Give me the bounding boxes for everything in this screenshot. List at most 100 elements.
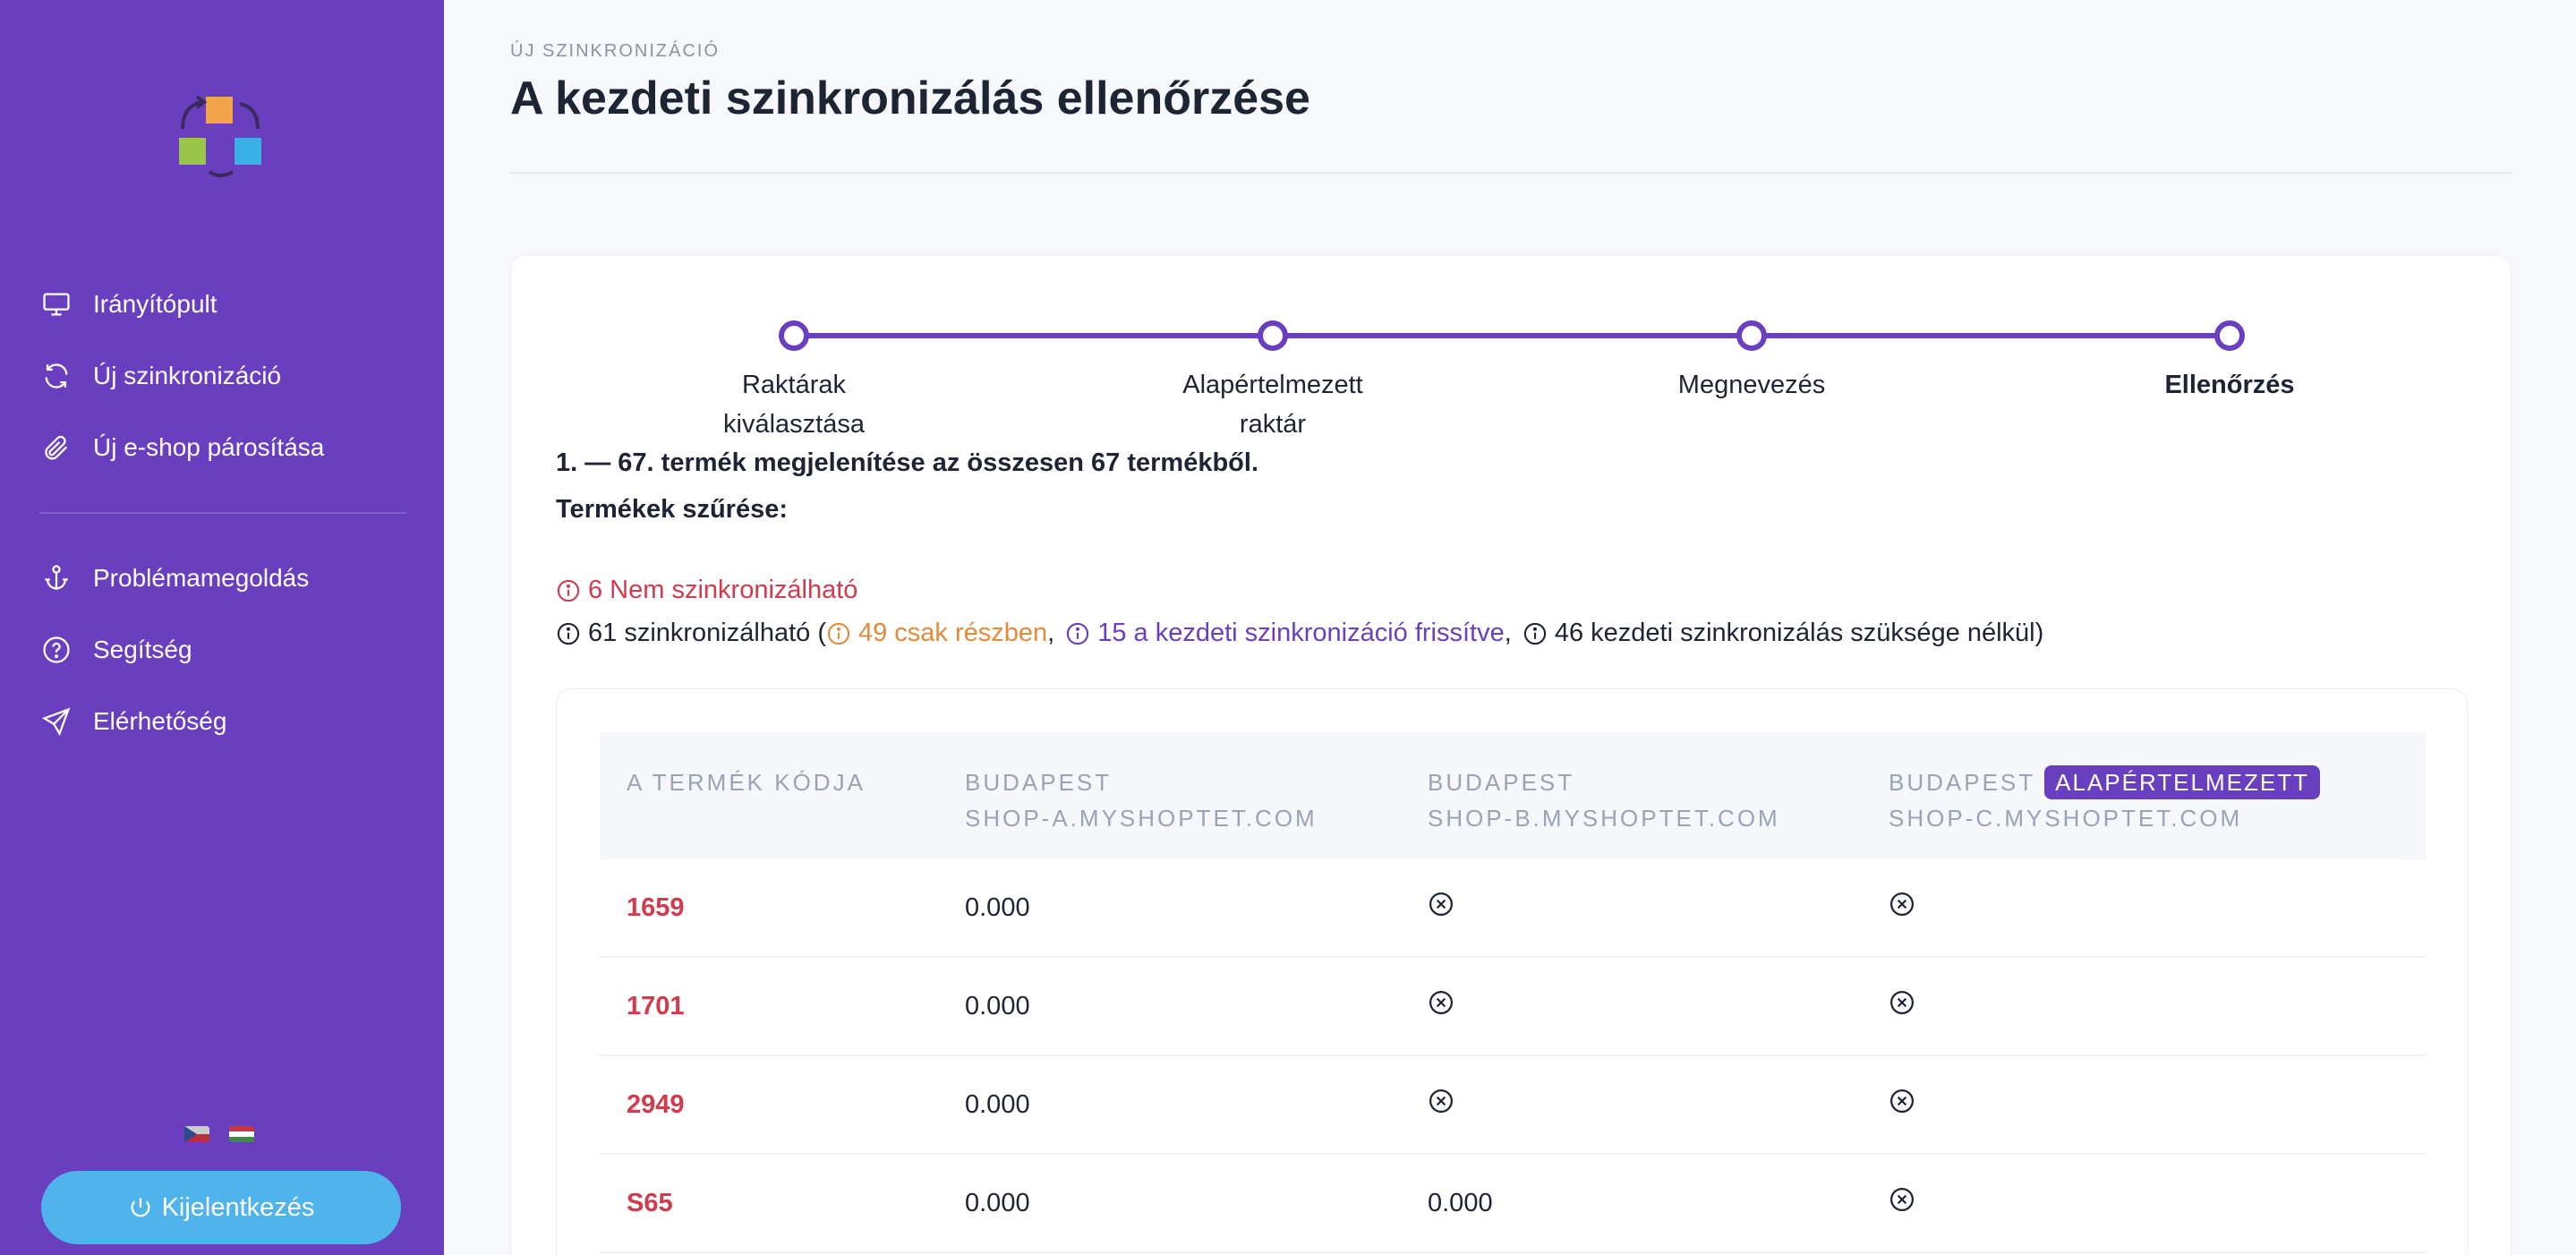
updated-label: 15 a kezdeti szinkronizáció frissítve — [1097, 619, 1505, 647]
filter-not-syncable[interactable]: 6 Nem szinkronizálható — [556, 576, 857, 605]
info-icon — [557, 579, 580, 602]
sidebar-item-label: Irányítópult — [93, 290, 218, 318]
step-label: raktár — [1239, 410, 1307, 439]
power-icon — [131, 1198, 150, 1217]
sidebar-item-troubleshooting[interactable]: Problémamegoldás — [39, 542, 406, 614]
products-table: A TERMÉK KÓDJA BUDAPEST SHOP-A.MYSHOPTET… — [600, 732, 2426, 1253]
sidebar-item-contact[interactable]: Elérhetőség — [39, 686, 406, 757]
step-label: Alapértelmezett — [1182, 371, 1363, 399]
stock-shop-b — [1428, 1088, 1889, 1122]
stepper-line — [794, 333, 2229, 338]
step-naming[interactable]: Megnevezés — [1617, 305, 1886, 405]
flag-hu-icon[interactable] — [229, 1126, 254, 1142]
refresh-icon — [39, 359, 73, 393]
paperclip-icon — [39, 431, 73, 465]
product-code: 1659 — [627, 892, 685, 922]
sidebar-item-new-sync[interactable]: Új szinkronizáció — [39, 340, 406, 412]
step-label: Megnevezés — [1677, 371, 1826, 399]
sidebar-item-pair-eshop[interactable]: Új e-shop párosítása — [39, 412, 406, 483]
header-product-code: A TERMÉK KÓDJA — [600, 732, 965, 859]
sidebar-item-label: Elérhetőség — [93, 707, 227, 735]
sidebar-item-help[interactable]: Segítség — [39, 614, 406, 686]
sidebar-item-label: Problémamegoldás — [93, 564, 310, 592]
stock-shop-a: 0.000 — [965, 1188, 1030, 1217]
results-summary: 1. — 67. termék megjelenítése az összese… — [556, 448, 1258, 477]
x-circle-icon — [1890, 991, 1914, 1014]
filter-partial[interactable]: 49 csak részben — [826, 619, 1047, 648]
sidebar-item-label: Segítség — [93, 636, 192, 663]
x-circle-icon — [1429, 1089, 1453, 1113]
x-circle-icon — [1429, 991, 1453, 1014]
header-shop-a: BUDAPEST SHOP-A.MYSHOPTET.COM — [965, 732, 1428, 859]
x-circle-icon — [1890, 1188, 1914, 1211]
separator: , — [1047, 619, 1055, 647]
help-circle-icon — [39, 633, 73, 667]
sidebar-item-dashboard[interactable]: Irányítópult — [39, 269, 406, 340]
step-dot — [1258, 320, 1288, 351]
app-logo — [175, 93, 265, 183]
header-city: BUDAPEST — [965, 769, 1113, 796]
not-syncable-label: 6 Nem szinkronizálható — [588, 576, 858, 604]
header-city: BUDAPEST — [1889, 769, 2036, 796]
sidebar-item-label: Új e-shop párosítása — [93, 433, 325, 461]
logout-button[interactable]: Kijelentkezés — [41, 1171, 401, 1244]
info-icon — [557, 622, 580, 645]
table-row: S65 0.000 0.000 — [600, 1155, 2426, 1253]
filter-updated[interactable]: 15 a kezdeti szinkronizáció frissítve — [1065, 619, 1505, 648]
stock-shop-c — [1889, 989, 2426, 1023]
default-badge: ALAPÉRTELMEZETT — [2044, 765, 2320, 799]
step-label: kiválasztása — [723, 410, 865, 439]
product-code: S65 — [627, 1188, 673, 1217]
product-code: 1701 — [627, 991, 685, 1020]
product-code: 2949 — [627, 1089, 685, 1119]
header-shop-c: BUDAPEST ALAPÉRTELMEZETT SHOP-C.MYSHOPTE… — [1889, 732, 2426, 859]
stock-shop-a: 0.000 — [965, 892, 1030, 922]
info-icon — [1523, 622, 1546, 645]
page-title: A kezdeti szinkronizálás ellenőrzése — [510, 73, 1310, 124]
info-icon — [827, 622, 850, 645]
step-label: Raktárak — [741, 371, 847, 399]
header-city: BUDAPEST — [1428, 769, 1575, 796]
step-label: Ellenőrzés — [2164, 371, 2295, 399]
table-row: 2949 0.000 — [600, 1056, 2426, 1155]
table-row: 1659 0.000 — [600, 859, 2426, 958]
review-card: Raktárak kiválasztása Alapértelmezett ra… — [510, 254, 2512, 1255]
step-review[interactable]: Ellenőrzés — [2095, 305, 2364, 405]
header-shop: SHOP-A.MYSHOPTET.COM — [965, 805, 1318, 832]
send-icon — [39, 704, 73, 738]
x-circle-icon — [1890, 1089, 1914, 1113]
header-label: A TERMÉK KÓDJA — [627, 769, 866, 796]
stepper: Raktárak kiválasztása Alapértelmezett ra… — [511, 305, 2512, 448]
monitor-icon — [39, 287, 73, 321]
filter-no-need[interactable]: 46 kezdeti szinkronizálás szüksége nélkü… — [1523, 619, 2043, 648]
logout-label: Kijelentkezés — [161, 1192, 315, 1222]
nav-divider — [39, 512, 406, 514]
partial-label: 49 csak részben — [857, 619, 1048, 647]
filter-syncable: 61 szinkronizálható ( 49 csak részben , … — [556, 619, 2043, 648]
main-content: ÚJ SZINKRONIZÁCIÓ A kezdeti szinkronizál… — [444, 0, 2576, 1255]
header-shop-b: BUDAPEST SHOP-B.MYSHOPTET.COM — [1428, 732, 1889, 859]
filter-title: Termékek szűrése: — [556, 495, 789, 524]
stock-shop-c — [1889, 1088, 2426, 1122]
table-row: 1701 0.000 — [600, 958, 2426, 1056]
stock-shop-a: 0.000 — [965, 1089, 1030, 1119]
separator: , — [1504, 619, 1512, 647]
syncable-label: 61 szinkronizálható ( — [588, 619, 826, 647]
step-default-warehouse[interactable]: Alapértelmezett raktár — [1139, 305, 1407, 444]
flag-cz-icon[interactable] — [184, 1126, 209, 1142]
sidebar-item-label: Új szinkronizáció — [93, 362, 282, 389]
anchor-icon — [39, 561, 73, 595]
step-dot — [779, 320, 809, 351]
x-circle-icon — [1890, 892, 1914, 916]
no-need-label: 46 kezdeti szinkronizálás szüksége nélkü… — [1554, 619, 2044, 647]
table-header: A TERMÉK KÓDJA BUDAPEST SHOP-A.MYSHOPTET… — [600, 732, 2426, 859]
stock-shop-c — [1889, 891, 2426, 925]
stock-shop-c — [1889, 1186, 2426, 1220]
language-switcher — [184, 1126, 254, 1142]
stock-shop-b: 0.000 — [1428, 1188, 1493, 1217]
header-shop: SHOP-B.MYSHOPTET.COM — [1428, 805, 1780, 832]
header-divider — [510, 172, 2512, 174]
products-table-container: A TERMÉK KÓDJA BUDAPEST SHOP-A.MYSHOPTET… — [556, 688, 2468, 1255]
x-circle-icon — [1429, 892, 1453, 916]
step-warehouses[interactable]: Raktárak kiválasztása — [660, 305, 928, 444]
